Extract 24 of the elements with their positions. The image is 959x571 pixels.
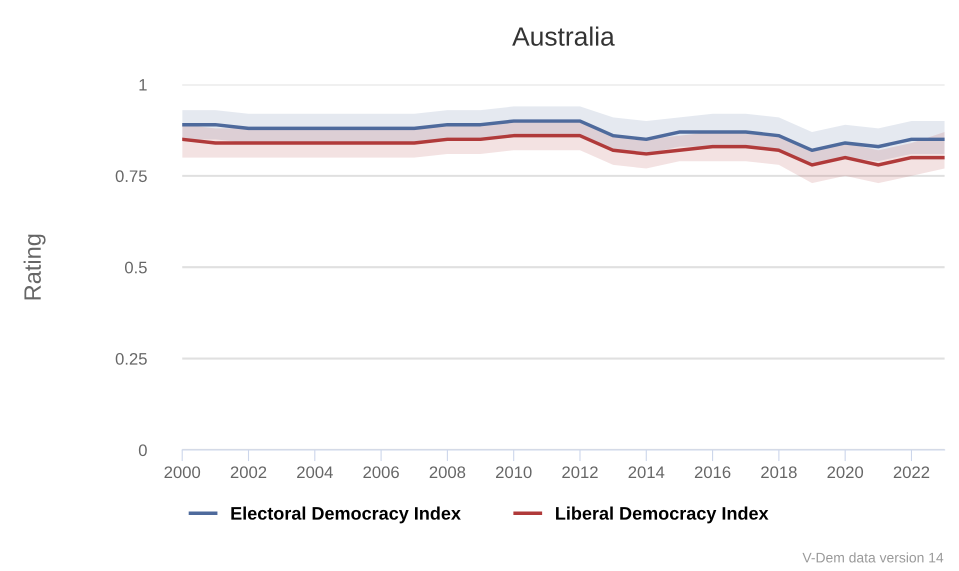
y-tick-label: 0.75: [116, 170, 147, 182]
y-tick-label: 1: [139, 79, 147, 91]
text: V-Dem data version 14: [802, 552, 944, 563]
x-tick-label: 2020: [827, 466, 864, 478]
x-tick-label: 2002: [230, 466, 266, 478]
x-tick-label: 2014: [628, 466, 664, 478]
y-tick-label: 0.25: [116, 352, 147, 365]
y-tick-label: 0.5: [124, 262, 147, 274]
x-tick-label: 2008: [430, 466, 466, 478]
chart-title: Australia: [512, 26, 615, 46]
y-axis-title: Rating: [24, 234, 46, 300]
x-tick-label: 2006: [363, 466, 399, 478]
x-tick-label: 2016: [694, 466, 730, 478]
line-series: [182, 119, 945, 152]
x-tick-label: 2012: [562, 466, 598, 478]
legend-label: Electoral Democracy Index: [231, 506, 461, 524]
x-tick-label: 2022: [894, 466, 930, 478]
x-tick-label: 2010: [496, 466, 532, 478]
legend-label: Liberal Democracy Index: [556, 506, 768, 524]
x-tick-label: 2004: [297, 466, 333, 478]
y-tick-label: 0: [138, 444, 147, 456]
x-tick-label: 2000: [164, 466, 200, 478]
x-tick-label: 2018: [761, 466, 797, 478]
line-series: [182, 134, 945, 167]
